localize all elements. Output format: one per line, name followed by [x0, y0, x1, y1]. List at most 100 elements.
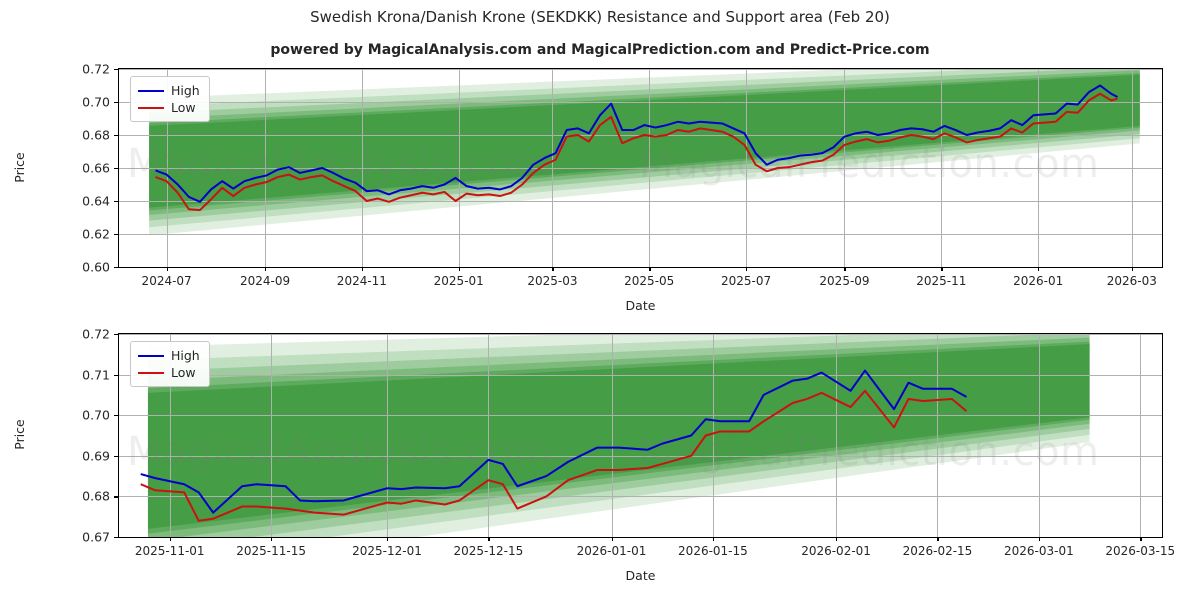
x-axis-tick-label: 2026-01: [1013, 274, 1064, 288]
x-axis-tick-label: 2026-03-01: [1003, 544, 1074, 558]
series-line-low: [155, 92, 1118, 212]
y-axis-tick-label: 0.68: [82, 488, 110, 504]
gridline-vertical: [166, 69, 168, 267]
x-axis-tick-label: 2026-01-01: [576, 544, 647, 558]
y-axis-tick-mark: [114, 455, 118, 458]
legend-item-low[interactable]: Low: [138, 99, 200, 116]
x-axis-tick-mark: [746, 267, 748, 271]
legend-item-low[interactable]: Low: [138, 364, 200, 381]
gridline-vertical: [488, 334, 490, 537]
x-axis-tick-label: 2026-01-15: [678, 544, 748, 558]
page-subtitle: powered by MagicalAnalysis.com and Magic…: [270, 42, 930, 58]
y-axis-tick-mark: [114, 267, 118, 269]
legend-label-low: Low: [171, 365, 196, 380]
gridline-vertical: [937, 334, 939, 537]
x-axis-tick-label: 2025-11-15: [236, 544, 306, 558]
x-axis-tick-label: 2026-03-15: [1105, 544, 1176, 558]
gridline-vertical: [836, 334, 838, 537]
zoomed-plot-area[interactable]: MagicalAnalysis.comMagicalPrediction.com: [118, 333, 1163, 538]
support-resistance-band: [149, 74, 1140, 208]
y-axis-tick-label: 0.72: [82, 326, 110, 342]
overview-x-axis-label: Date: [625, 298, 656, 313]
x-axis-tick-mark: [265, 267, 267, 271]
y-axis-tick-mark: [114, 374, 118, 376]
x-axis-tick-mark: [488, 537, 490, 541]
legend-line-swatch-low: [138, 106, 164, 109]
gridline-horizontal: [119, 334, 1162, 335]
chart-legend[interactable]: High Low: [130, 76, 210, 122]
x-axis-tick-mark: [169, 537, 171, 541]
gridline-vertical: [1038, 334, 1040, 537]
gridline-horizontal: [119, 102, 1162, 103]
gridline-vertical: [746, 69, 748, 267]
gridline-horizontal: [119, 168, 1162, 169]
y-axis-tick-mark: [114, 168, 118, 170]
support-resistance-band: [147, 344, 1090, 529]
y-axis-tick-label: 0.70: [82, 407, 110, 423]
gridline-horizontal: [119, 537, 1162, 538]
legend-item-high[interactable]: High: [138, 347, 200, 364]
y-axis-tick-mark: [114, 234, 118, 236]
x-axis-tick-mark: [712, 537, 715, 541]
gridline-horizontal: [119, 69, 1162, 70]
gridline-horizontal: [119, 234, 1162, 235]
x-axis-tick-mark: [458, 267, 461, 271]
y-axis-tick-label: 0.62: [82, 226, 110, 242]
x-axis-tick-label: 2026-02-15: [902, 544, 973, 558]
gridline-vertical: [712, 334, 714, 537]
x-axis-tick-label: 2025-01: [433, 274, 484, 288]
gridline-vertical: [1140, 334, 1142, 537]
y-axis-tick-label: 0.66: [82, 160, 110, 176]
x-axis-tick-label: 2025-09: [819, 274, 870, 288]
series-line-high: [140, 369, 967, 514]
gridline-vertical: [844, 69, 846, 267]
x-axis-tick-label: 2026-02-01: [801, 544, 871, 558]
overview-plot-area[interactable]: MagicalAnalysis.comMagicalPrediction.com: [118, 68, 1163, 268]
x-axis-tick-label: 2025-07: [720, 274, 772, 288]
x-axis-tick-mark: [271, 537, 273, 541]
y-axis-tick-label: 0.71: [82, 367, 110, 383]
x-axis-tick-mark: [361, 267, 364, 271]
gridline-horizontal: [119, 267, 1162, 268]
series-line-high: [155, 84, 1119, 203]
gridline-horizontal: [119, 455, 1162, 457]
y-axis-tick-label: 0.70: [82, 94, 110, 110]
zoomed-y-axis-label: Price: [11, 419, 27, 450]
y-axis-tick-mark: [114, 496, 118, 498]
x-axis-tick-mark: [937, 537, 939, 541]
gridline-vertical: [1038, 69, 1040, 267]
x-axis-tick-label: 2025-12-01: [352, 544, 422, 558]
x-axis-tick-label: 2026-03: [1106, 274, 1157, 288]
x-axis-tick-mark: [611, 537, 613, 541]
x-axis-tick-mark: [836, 537, 838, 541]
legend-line-swatch-low: [138, 371, 164, 374]
x-axis-tick-label: 2025-11: [916, 274, 967, 288]
x-axis-tick-label: 2025-11-01: [134, 544, 205, 558]
gridline-horizontal: [119, 201, 1162, 202]
y-axis-tick-label: 0.67: [82, 529, 110, 545]
y-axis-tick-mark: [114, 69, 118, 71]
y-axis-tick-mark: [114, 334, 118, 336]
legend-label-low: Low: [171, 100, 196, 115]
gridline-horizontal: [119, 415, 1162, 417]
gridline-vertical: [271, 334, 273, 537]
gridline-vertical: [361, 69, 363, 267]
overview-y-axis-label: Price: [11, 152, 27, 183]
gridline-horizontal: [119, 496, 1162, 498]
gridline-horizontal: [119, 374, 1162, 376]
chart-legend[interactable]: High Low: [130, 341, 210, 387]
x-axis-tick-label: 2025-12-15: [453, 544, 524, 558]
x-axis-tick-mark: [166, 267, 168, 271]
y-axis-tick-label: 0.68: [82, 127, 110, 143]
legend-label-high: High: [171, 83, 200, 98]
gridline-vertical: [1131, 69, 1133, 267]
legend-line-swatch-high: [138, 354, 164, 357]
gridline-vertical: [386, 334, 388, 537]
legend-item-high[interactable]: High: [138, 82, 200, 99]
y-axis-tick-label: 0.72: [82, 61, 110, 77]
gridline-vertical: [552, 69, 554, 267]
x-axis-tick-mark: [1038, 537, 1041, 541]
gridline-vertical: [649, 69, 651, 267]
x-axis-tick-mark: [844, 267, 846, 271]
